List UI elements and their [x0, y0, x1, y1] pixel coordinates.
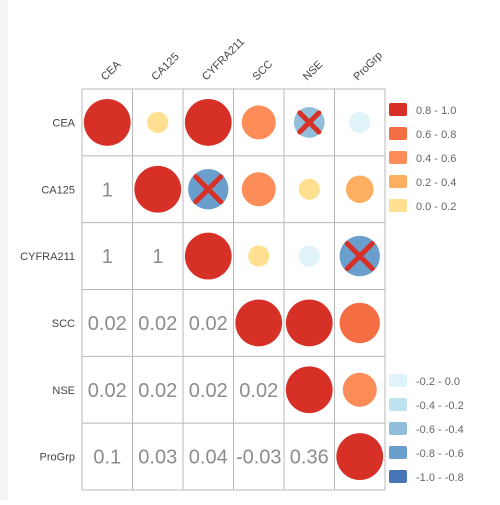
- legend-positive-swatch: [389, 103, 407, 116]
- cell-value-label: 0.02: [88, 380, 127, 402]
- correlation-circle: [83, 99, 131, 146]
- cell-value-label: 0.02: [88, 313, 127, 335]
- cross-stroke: [297, 110, 322, 135]
- correlation-circle: [134, 165, 182, 213]
- cell-value-label: -0.03: [236, 447, 282, 469]
- correlation-circle: [345, 175, 374, 204]
- column-axis-label: ProGrp: [351, 50, 385, 84]
- legend-positive-swatch: [389, 175, 407, 188]
- value-label-layer: 1 1 1 0.02 0.02 0.02 0.02 0.02 0.02 0.02 0.1 0.03 0.…: [88, 179, 329, 468]
- cell-value-label: 1: [102, 246, 113, 268]
- correlation-circle: [349, 111, 371, 134]
- correlation-circle: [285, 366, 333, 414]
- cell-value-label: 0.04: [189, 447, 228, 469]
- legend-negative-label: -0.4 - -0.2: [416, 400, 464, 412]
- row-axis-label: SCC: [52, 318, 75, 330]
- row-axis-label: NSE: [52, 385, 75, 397]
- circle-layer: [83, 99, 384, 480]
- legend-negative-swatch: [389, 398, 407, 411]
- left-edge-strip: [0, 0, 8, 500]
- row-axis-label: CYFRA211: [20, 251, 75, 263]
- legend-positive-label: 0.6 - 0.8: [416, 129, 456, 141]
- legend-negative-swatch: [389, 470, 407, 483]
- column-axis-label: SCC: [250, 58, 275, 83]
- cross-mark-icon: [193, 174, 224, 205]
- cell-value-label: 0.1: [93, 447, 121, 469]
- legend-positive-label: 0.8 - 1.0: [416, 105, 456, 117]
- row-axis-label: CEA: [52, 117, 75, 129]
- cell-value-label: 0.02: [189, 380, 228, 402]
- correlation-circle: [184, 232, 232, 280]
- cell-value-label: 0.02: [138, 380, 177, 402]
- legend-negative-label: -1.0 - -0.8: [416, 472, 464, 484]
- legend-positive-label: 0.4 - 0.6: [416, 153, 456, 165]
- cell-value-label: 0.02: [189, 313, 228, 335]
- cross-mark-icon: [297, 110, 322, 135]
- correlation-circle: [241, 172, 276, 207]
- correlation-circle: [235, 299, 283, 347]
- correlation-circle: [342, 372, 377, 407]
- cell-value-label: 0.36: [290, 447, 329, 469]
- correlation-circle: [336, 433, 384, 480]
- cross-stroke: [344, 241, 375, 272]
- legend-layer: 0.8 - 1.0 0.6 - 0.8 0.4 - 0.6 0.2 - 0.4 0.0 …: [389, 103, 464, 484]
- correlation-circle: [241, 105, 276, 140]
- column-axis-label: NSE: [301, 59, 325, 83]
- legend-negative-swatch: [389, 446, 407, 459]
- cell-value-label: 0.02: [138, 313, 177, 335]
- correlation-circle: [298, 178, 320, 200]
- cell-value-label: 1: [152, 246, 163, 268]
- correlation-circle: [184, 99, 232, 146]
- correlation-circle: [147, 111, 169, 134]
- cross-mark-icon: [344, 241, 375, 272]
- column-axis-label: CEA: [99, 58, 124, 83]
- column-axis-label: CA125: [149, 51, 181, 83]
- legend-negative-label: -0.8 - -0.6: [416, 448, 464, 460]
- correlation-circle: [248, 245, 270, 267]
- legend-negative-label: -0.2 - 0.0: [416, 376, 460, 388]
- cell-value-label: 1: [102, 179, 113, 201]
- legend-positive-swatch: [389, 151, 407, 164]
- row-axis-label: ProGrp: [40, 452, 75, 464]
- legend-negative-swatch: [389, 374, 407, 387]
- correlation-circle: [339, 302, 380, 344]
- cell-value-label: 0.02: [239, 380, 278, 402]
- legend-positive-label: 0.0 - 0.2: [416, 201, 456, 213]
- correlation-circle: [285, 299, 333, 347]
- row-axis-label: CA125: [41, 184, 75, 196]
- cell-value-label: 0.03: [138, 447, 177, 469]
- cross-stroke: [193, 174, 224, 205]
- correlation-circle: [298, 245, 320, 267]
- legend-negative-swatch: [389, 422, 407, 435]
- legend-positive-label: 0.2 - 0.4: [416, 177, 456, 189]
- column-axis-label: CYFRA211: [200, 36, 247, 83]
- legend-positive-swatch: [389, 127, 407, 140]
- legend-negative-label: -0.6 - -0.4: [416, 424, 464, 436]
- legend-positive-swatch: [389, 199, 407, 212]
- grid-layer: [81, 88, 386, 491]
